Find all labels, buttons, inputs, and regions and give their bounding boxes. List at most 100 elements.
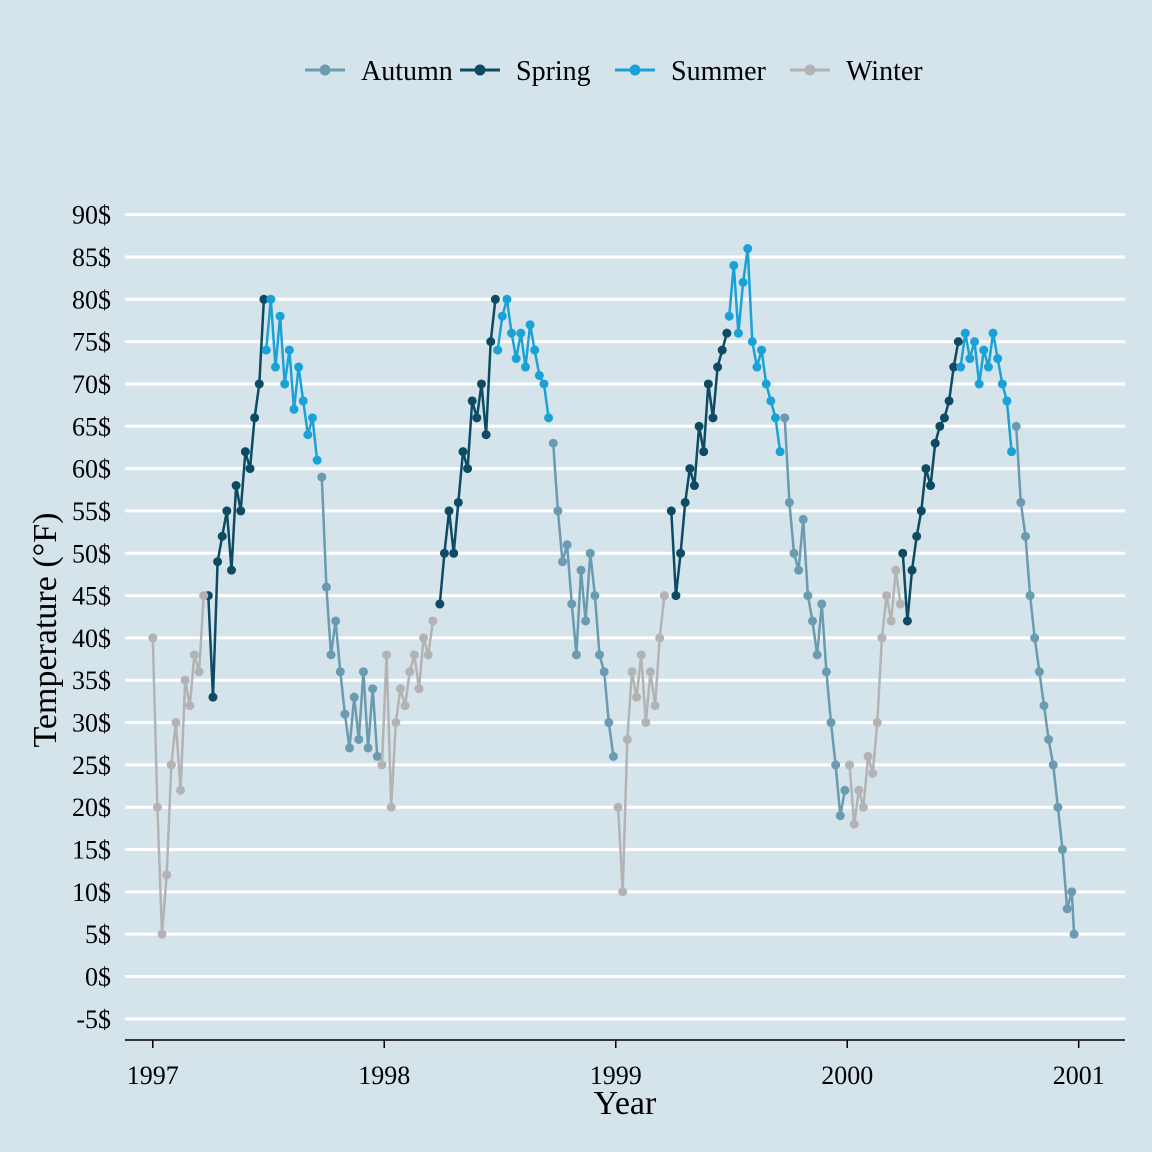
data-point: [689, 481, 699, 491]
data-point: [699, 447, 709, 457]
data-point: [409, 650, 419, 660]
data-point: [414, 684, 424, 694]
data-point: [185, 701, 195, 711]
legend-item-winter: Winter: [790, 56, 923, 87]
data-point: [222, 506, 232, 516]
data-point: [486, 337, 496, 347]
data-point: [761, 379, 771, 389]
data-point: [794, 565, 804, 575]
data-point: [622, 734, 632, 744]
data-point: [599, 667, 609, 677]
data-point: [511, 354, 521, 364]
y-tick-label: 0$: [85, 963, 111, 992]
data-point: [428, 616, 438, 626]
data-point: [1067, 887, 1077, 897]
data-point: [245, 464, 255, 474]
data-point: [979, 345, 989, 355]
data-point: [831, 760, 841, 770]
legend-item-spring: Spring: [460, 56, 591, 87]
y-axis-title: Temperature (°F): [27, 513, 64, 748]
legend-item-summer: Summer: [615, 56, 767, 87]
data-point: [743, 244, 753, 254]
data-point: [585, 548, 595, 558]
data-point: [1034, 667, 1044, 677]
data-point: [284, 345, 294, 355]
data-point: [775, 447, 785, 457]
data-point: [1020, 531, 1030, 541]
data-point: [812, 650, 822, 660]
data-point: [567, 599, 577, 609]
series-line: [438, 299, 497, 605]
data-point: [650, 701, 660, 711]
data-point: [467, 396, 477, 406]
data-point: [655, 633, 665, 643]
legend: Autumn Spring Summer Winter: [305, 56, 923, 87]
data-point: [354, 734, 364, 744]
data-point: [854, 785, 864, 795]
data-point: [845, 760, 855, 770]
data-point: [784, 497, 794, 507]
y-tick-label: 5$: [85, 920, 111, 949]
y-tick-label: 90$: [72, 201, 111, 230]
y-tick-label: 75$: [72, 328, 111, 357]
data-point: [363, 743, 373, 753]
data-point: [641, 718, 651, 728]
data-point: [703, 379, 713, 389]
data-point: [939, 413, 949, 423]
data-point: [902, 616, 912, 626]
data-point: [240, 447, 250, 457]
data-point: [993, 354, 1003, 364]
data-point: [752, 362, 762, 372]
data-point: [358, 667, 368, 677]
axes: -5$ 0$ 5$ 10$ 15$ 20$ 25$ 30$ 35$ 40$ 45$ 50$ 55$ 60$…: [72, 201, 1125, 1090]
data-point: [882, 591, 892, 601]
data-point: [1002, 396, 1012, 406]
legend-marker: [474, 64, 486, 76]
data-point: [789, 548, 799, 558]
data-point: [176, 785, 186, 795]
data-point: [481, 430, 491, 440]
y-tick-label: 20$: [72, 793, 111, 822]
data-point: [659, 591, 669, 601]
data-point: [988, 328, 998, 338]
data-point: [386, 802, 396, 812]
data-point: [148, 633, 158, 643]
data-point: [507, 328, 517, 338]
data-point: [724, 311, 734, 321]
data-point: [571, 650, 581, 660]
series-spring: [203, 294, 963, 702]
data-point: [449, 548, 459, 558]
data-point: [377, 760, 387, 770]
y-tick-label: 30$: [72, 709, 111, 738]
data-point: [685, 464, 695, 474]
data-point: [558, 557, 567, 567]
series-summer: [261, 244, 1017, 465]
data-point: [965, 354, 975, 364]
data-point: [953, 337, 963, 347]
data-point: [1069, 929, 1079, 939]
data-point: [895, 599, 905, 609]
series-line: [848, 568, 902, 826]
data-point: [960, 328, 970, 338]
data-point: [544, 413, 554, 423]
data-point: [530, 345, 540, 355]
data-point: [400, 701, 410, 711]
legend-item-autumn: Autumn: [305, 56, 453, 87]
data-point: [250, 413, 260, 423]
y-tick-label: 60$: [72, 455, 111, 484]
data-point: [627, 667, 637, 677]
y-tick-label: 10$: [72, 878, 111, 907]
data-point: [817, 599, 827, 609]
series-line: [783, 417, 847, 817]
data-point: [636, 650, 646, 660]
data-point: [694, 421, 704, 431]
data-point: [729, 260, 739, 270]
data-point: [713, 362, 723, 372]
data-point: [435, 599, 445, 609]
y-tick-label: 70$: [72, 370, 111, 399]
data-point: [553, 506, 563, 516]
data-point: [189, 650, 199, 660]
data-point: [472, 413, 482, 423]
data-point: [308, 413, 317, 423]
